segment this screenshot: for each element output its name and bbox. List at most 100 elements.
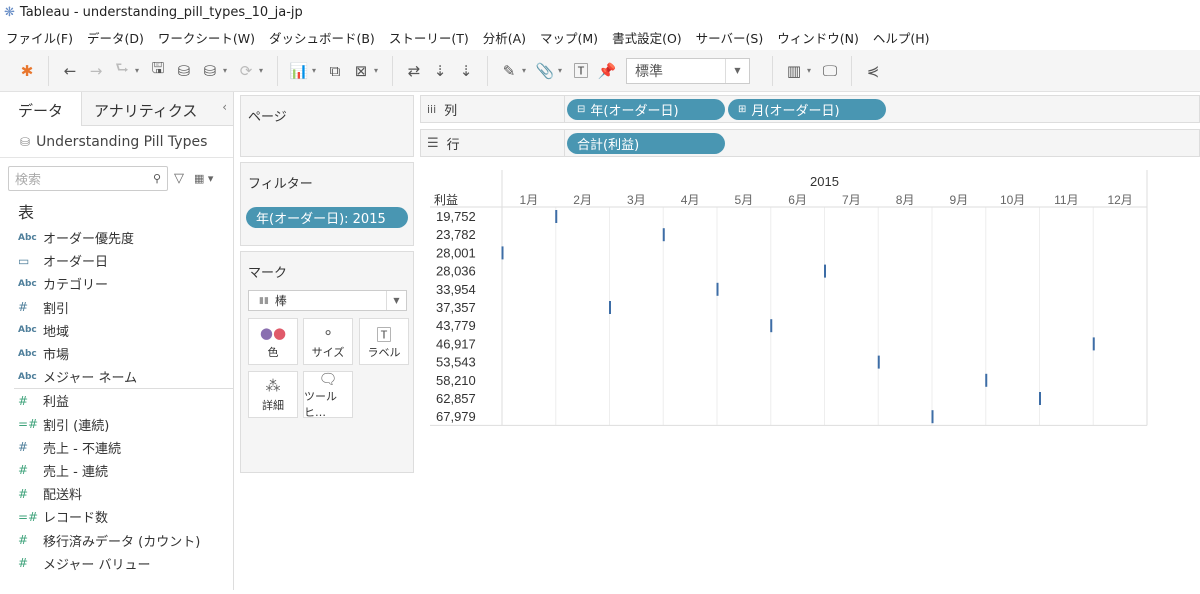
mark-type-select[interactable]: ▮▮ 棒 ▼: [248, 290, 407, 311]
bar-mark: [931, 410, 934, 424]
menu-item[interactable]: サーバー(S): [695, 30, 764, 46]
menu-item[interactable]: ファイル(F): [6, 30, 73, 46]
marks-card: マーク ▮▮ 棒 ▼ ●● 色 ⚬ サイズ 🅃 ラベル ⁂ 詳細 🗨 ツールヒ…: [240, 251, 414, 473]
label-button[interactable]: 🅃 ラベル: [359, 318, 409, 365]
field-item[interactable]: Abc オーダー優先度: [0, 226, 233, 249]
search-placeholder: 検索: [15, 173, 42, 188]
save-icon[interactable]: 🖫: [151, 59, 165, 77]
tableau-home-icon[interactable]: ✱: [20, 61, 34, 80]
columns-shelf[interactable]: iii 列 ⊟ 年(オーダー日) ⊞ 月(オーダー日): [420, 95, 1200, 123]
search-input[interactable]: 検索 ⚲: [8, 166, 168, 191]
field-item[interactable]: =# 割引 (連続): [0, 413, 233, 436]
pause-updates-icon[interactable]: ⛁: [203, 61, 217, 80]
menu-item[interactable]: ヘルプ(H): [872, 30, 930, 46]
new-datasource-icon[interactable]: ⛁: [177, 61, 191, 80]
menu-item[interactable]: 書式設定(O): [612, 30, 682, 46]
month-label: 11月: [1054, 193, 1078, 207]
expand-icon[interactable]: ⊞: [738, 103, 747, 115]
month-label: 9月: [950, 193, 969, 207]
field-item[interactable]: # 割引: [0, 296, 233, 319]
string-type-icon: Abc: [18, 348, 37, 359]
datasource-item[interactable]: ⛁ Understanding Pill Types: [0, 126, 233, 158]
month-label: 5月: [735, 193, 754, 207]
clear-sheet-icon[interactable]: ⊠: [354, 61, 368, 80]
presentation-icon[interactable]: 🖵: [822, 61, 838, 80]
field-item[interactable]: # 移行済みデータ (カウント): [0, 528, 233, 551]
menu-item[interactable]: マップ(M): [540, 30, 599, 46]
chevron-down-icon[interactable]: ▼: [725, 58, 749, 83]
field-item[interactable]: # 利益: [0, 389, 233, 412]
field-name: メジャー ネーム: [43, 371, 138, 387]
size-icon: ⚬: [321, 323, 335, 342]
field-item[interactable]: Abc 市場: [0, 342, 233, 365]
replay-icon[interactable]: ⮑: [115, 59, 129, 77]
highlight-icon[interactable]: ✎: [502, 61, 516, 80]
field-name: メジャー バリュー: [43, 557, 151, 573]
column-pill-year[interactable]: ⊟ 年(オーダー日): [567, 98, 725, 120]
row-pill-profit[interactable]: 合計(利益): [567, 132, 725, 154]
sort-ascending-icon[interactable]: ⇣: [433, 61, 447, 80]
undo-icon[interactable]: ←: [63, 61, 77, 80]
field-item[interactable]: # 売上 - 不連続: [0, 436, 233, 459]
pin-icon[interactable]: 📌: [597, 61, 617, 80]
field-item[interactable]: # 配送料: [0, 482, 233, 505]
tooltip-button[interactable]: 🗨 ツールヒ…: [303, 370, 353, 419]
number-type-icon: =#: [18, 417, 39, 432]
field-item[interactable]: Abc 地域: [0, 319, 233, 342]
field-item[interactable]: Abc メジャー ネーム: [0, 365, 233, 388]
swap-icon[interactable]: ⇄: [407, 61, 421, 80]
menu-item[interactable]: ウィンドウ(N): [777, 30, 859, 46]
field-item[interactable]: # メジャー バリュー: [0, 552, 233, 575]
columns-label: 列: [444, 103, 458, 119]
menu-item[interactable]: ワークシート(W): [157, 30, 255, 46]
show-me-icon[interactable]: ▥: [786, 61, 802, 80]
field-name: 移行済みデータ (カウント): [43, 534, 201, 550]
column-pill-month[interactable]: ⊞ 月(オーダー日): [728, 98, 886, 120]
tab-analytics[interactable]: アナリティクス: [82, 92, 233, 125]
sort-descending-icon[interactable]: ⇣: [459, 61, 473, 80]
field-name: レコード数: [43, 511, 109, 527]
collapse-icon[interactable]: ⊟: [577, 103, 586, 115]
share-icon[interactable]: ⋞: [866, 61, 880, 80]
month-label: 7月: [842, 193, 861, 207]
redo-icon[interactable]: →: [89, 61, 103, 80]
chevron-down-icon[interactable]: ▼: [386, 291, 406, 310]
bar-mark: [716, 282, 719, 296]
number-type-icon: =#: [18, 509, 39, 524]
row-label: 43,779: [436, 318, 476, 333]
number-type-icon: #: [18, 463, 29, 478]
month-label: 10月: [1000, 193, 1025, 207]
filter-icon[interactable]: ▽: [174, 171, 184, 186]
size-button[interactable]: ⚬ サイズ: [303, 318, 353, 365]
row-label: 37,357: [436, 300, 476, 315]
fit-select[interactable]: 標準 ▼: [626, 57, 750, 84]
new-worksheet-icon[interactable]: 📊: [289, 61, 309, 80]
refresh-icon[interactable]: ⟳: [239, 61, 253, 80]
menu-item[interactable]: ストーリー(T): [388, 30, 469, 46]
color-button[interactable]: ●● 色: [248, 318, 298, 365]
field-item[interactable]: Abc カテゴリー: [0, 272, 233, 295]
filter-pill[interactable]: 年(オーダー日): 2015: [246, 207, 408, 228]
field-item[interactable]: ▭ オーダー日: [0, 249, 233, 272]
bar-mark: [877, 355, 880, 369]
bar-mark: [1039, 392, 1041, 405]
show-labels-icon[interactable]: 🅃: [573, 62, 589, 80]
row-label: 23,782: [436, 227, 476, 242]
collapse-icon[interactable]: ‹: [222, 100, 227, 114]
rows-shelf[interactable]: ☰ 行 合計(利益): [420, 129, 1200, 157]
month-label: 3月: [627, 193, 646, 207]
row-label: 62,857: [436, 391, 476, 406]
field-name: オーダー優先度: [43, 232, 135, 248]
menu-item[interactable]: ダッシュボード(B): [268, 30, 375, 46]
detail-button[interactable]: ⁂ 詳細: [248, 371, 298, 418]
field-item[interactable]: # 売上 - 連続: [0, 459, 233, 482]
field-item[interactable]: =# レコード数: [0, 505, 233, 528]
tab-data[interactable]: データ: [0, 92, 83, 126]
duplicate-sheet-icon[interactable]: ⧉: [329, 61, 341, 80]
filters-shelf[interactable]: フィルター 年(オーダー日): 2015: [240, 162, 414, 246]
group-icon[interactable]: 📎: [535, 61, 555, 80]
menu-item[interactable]: データ(D): [86, 30, 144, 46]
menu-item[interactable]: 分析(A): [482, 30, 527, 46]
pages-shelf[interactable]: ページ: [240, 95, 414, 157]
view-options-icon[interactable]: ▦ ▾: [194, 172, 214, 185]
